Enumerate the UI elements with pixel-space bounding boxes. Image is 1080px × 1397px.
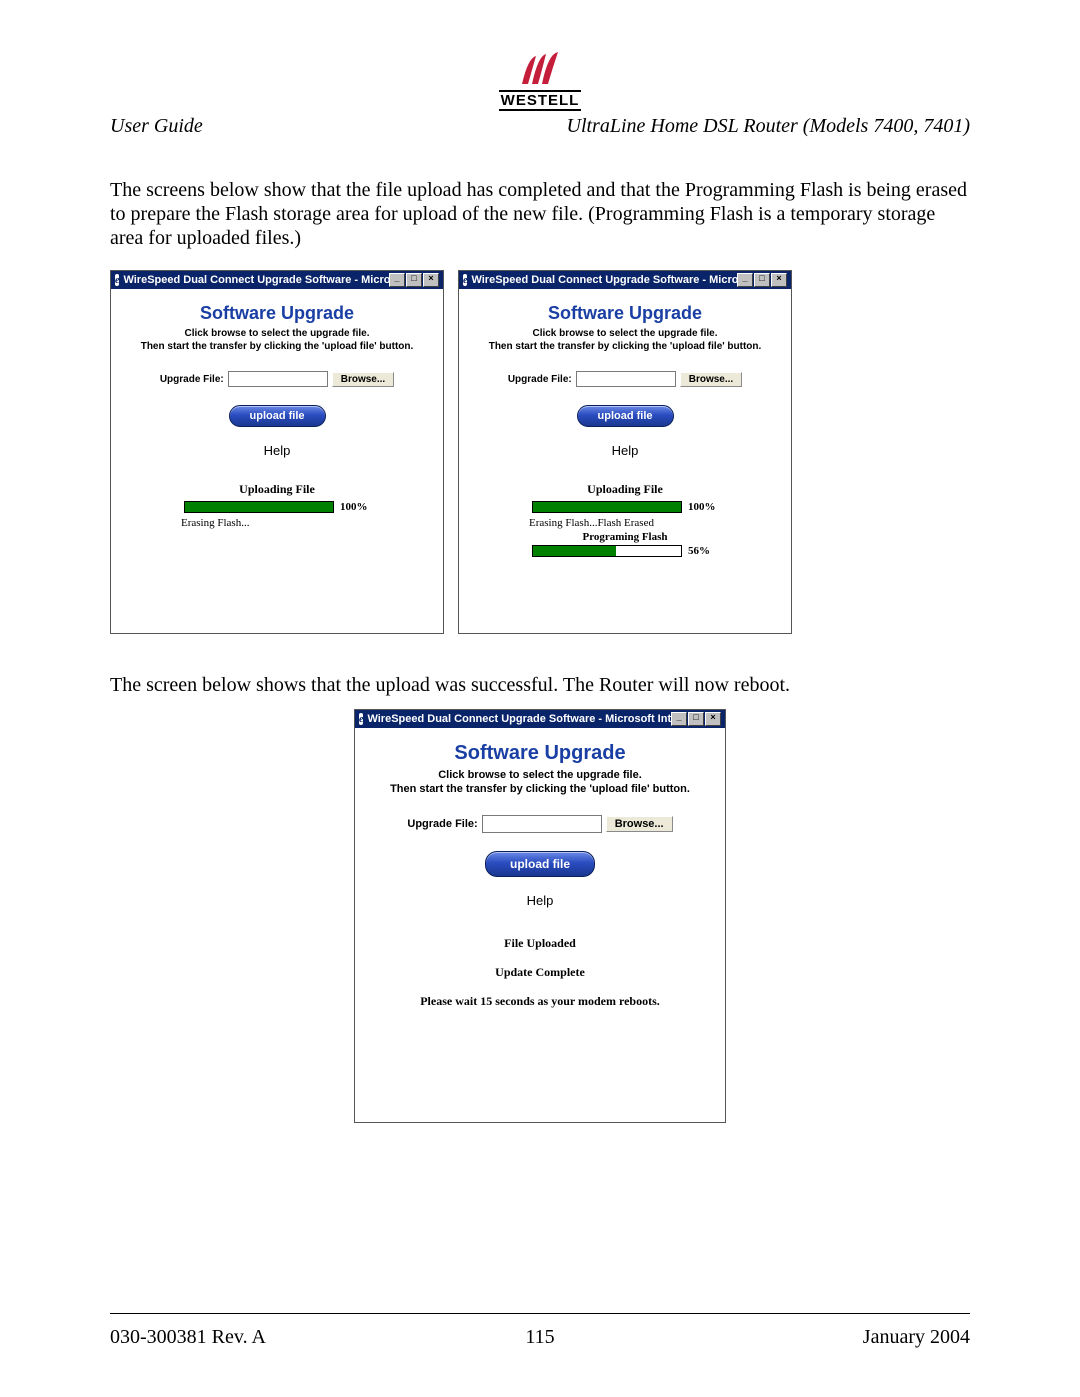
upgrade-file-label: Upgrade File: <box>407 818 477 830</box>
progress-bar <box>532 501 682 513</box>
paragraph-1: The screens below show that the file upl… <box>110 178 970 250</box>
software-upgrade-title: Software Upgrade <box>121 303 433 324</box>
reboot-wait-msg: Please wait 15 seconds as your modem reb… <box>365 994 715 1009</box>
software-upgrade-title: Software Upgrade <box>365 742 715 765</box>
upgrade-file-input[interactable] <box>482 815 602 833</box>
ie-window-2: e WireSpeed Dual Connect Upgrade Softwar… <box>458 270 792 634</box>
progress-row-1: 100% <box>469 501 781 513</box>
ie-icon: e <box>359 713 363 725</box>
ie-icon: e <box>463 274 467 286</box>
screenshot-row: e WireSpeed Dual Connect Upgrade Softwar… <box>110 270 970 634</box>
footer: 030-300381 Rev. A 115 January 2004 <box>110 1326 970 1349</box>
help-link[interactable]: Help <box>121 443 433 458</box>
titlebar: e WireSpeed Dual Connect Upgrade Softwar… <box>459 271 791 289</box>
subtitle: Click browse to select the upgrade file.… <box>469 328 781 353</box>
progress-fill <box>533 502 681 512</box>
logo-text: WESTELL <box>499 90 582 111</box>
footer-rule <box>110 1313 970 1314</box>
minimize-button[interactable]: _ <box>389 273 405 287</box>
ie-window-1: e WireSpeed Dual Connect Upgrade Softwar… <box>110 270 444 634</box>
content-area: Software Upgrade Click browse to select … <box>459 289 791 633</box>
upload-file-button[interactable]: upload file <box>577 405 674 427</box>
content-area: Software Upgrade Click browse to select … <box>111 289 443 633</box>
maximize-button[interactable]: □ <box>406 273 422 287</box>
footer-page-number: 115 <box>110 1326 970 1349</box>
header-right: UltraLine Home DSL Router (Models 7400, … <box>567 115 971 138</box>
file-uploaded-msg: File Uploaded <box>365 936 715 951</box>
paragraph-2: The screen below shows that the upload w… <box>110 674 970 697</box>
ie-icon: e <box>115 274 119 286</box>
ie-window-3: e WireSpeed Dual Connect Upgrade Softwar… <box>354 709 726 1123</box>
maximize-button[interactable]: □ <box>688 712 704 726</box>
close-button[interactable]: × <box>705 712 721 726</box>
window-buttons: _ □ × <box>389 273 439 287</box>
upload-file-button[interactable]: upload file <box>229 405 326 427</box>
progress-percent: 56% <box>688 545 718 557</box>
subtitle-line2: Then start the transfer by clicking the … <box>390 783 690 795</box>
help-link[interactable]: Help <box>469 443 781 458</box>
titlebar-text: WireSpeed Dual Connect Upgrade Software … <box>471 274 737 286</box>
subtitle: Click browse to select the upgrade file.… <box>121 328 433 353</box>
window-buttons: _ □ × <box>737 273 787 287</box>
progress-fill <box>533 546 616 556</box>
header-row: User Guide UltraLine Home DSL Router (Mo… <box>110 115 970 138</box>
upgrade-file-label: Upgrade File: <box>508 374 572 385</box>
browse-button[interactable]: Browse... <box>606 816 673 832</box>
final-messages: File Uploaded Update Complete Please wai… <box>365 936 715 1009</box>
uploading-heading: Uploading File <box>121 482 433 497</box>
header-block: WESTELL User Guide UltraLine Home DSL Ro… <box>110 50 970 138</box>
programming-flash-heading: Programing Flash <box>469 531 781 543</box>
header-left: User Guide <box>110 115 203 138</box>
upgrade-file-row: Upgrade File: Browse... <box>365 815 715 833</box>
upgrade-file-input[interactable] <box>228 371 328 387</box>
minimize-button[interactable]: _ <box>671 712 687 726</box>
maximize-button[interactable]: □ <box>754 273 770 287</box>
progress-percent: 100% <box>340 501 370 513</box>
titlebar-text: WireSpeed Dual Connect Upgrade Software … <box>123 274 389 286</box>
progress-fill <box>185 502 333 512</box>
subtitle-line2: Then start the transfer by clicking the … <box>141 341 414 352</box>
upgrade-file-row: Upgrade File: Browse... <box>121 371 433 387</box>
upgrade-file-row: Upgrade File: Browse... <box>469 371 781 387</box>
browse-button[interactable]: Browse... <box>332 372 394 387</box>
progress-bar <box>532 545 682 557</box>
progress-row-2: 56% <box>469 545 781 557</box>
titlebar-text: WireSpeed Dual Connect Upgrade Software … <box>367 713 671 725</box>
upgrade-file-label: Upgrade File: <box>160 374 224 385</box>
subtitle-line1: Click browse to select the upgrade file. <box>532 328 717 339</box>
logo-stripes-icon <box>518 50 562 88</box>
progress-percent: 100% <box>688 501 718 513</box>
subtitle-line2: Then start the transfer by clicking the … <box>489 341 762 352</box>
erasing-flash-status: Erasing Flash... <box>121 517 433 529</box>
titlebar: e WireSpeed Dual Connect Upgrade Softwar… <box>355 710 725 728</box>
progress-row: 100% <box>121 501 433 513</box>
uploading-heading: Uploading File <box>469 482 781 497</box>
content-area: Software Upgrade Click browse to select … <box>355 728 725 1122</box>
minimize-button[interactable]: _ <box>737 273 753 287</box>
westell-logo: WESTELL <box>110 50 970 111</box>
software-upgrade-title: Software Upgrade <box>469 303 781 324</box>
subtitle-line1: Click browse to select the upgrade file. <box>184 328 369 339</box>
upload-file-button[interactable]: upload file <box>485 851 595 877</box>
document-page: WESTELL User Guide UltraLine Home DSL Ro… <box>0 0 1080 1397</box>
window-buttons: _ □ × <box>671 712 721 726</box>
flash-erased-status: Erasing Flash...Flash Erased <box>469 517 781 529</box>
close-button[interactable]: × <box>771 273 787 287</box>
browse-button[interactable]: Browse... <box>680 372 742 387</box>
progress-bar <box>184 501 334 513</box>
help-link[interactable]: Help <box>365 893 715 908</box>
titlebar: e WireSpeed Dual Connect Upgrade Softwar… <box>111 271 443 289</box>
subtitle: Click browse to select the upgrade file.… <box>365 769 715 797</box>
upgrade-file-input[interactable] <box>576 371 676 387</box>
close-button[interactable]: × <box>423 273 439 287</box>
update-complete-msg: Update Complete <box>365 965 715 980</box>
subtitle-line1: Click browse to select the upgrade file. <box>438 769 642 781</box>
